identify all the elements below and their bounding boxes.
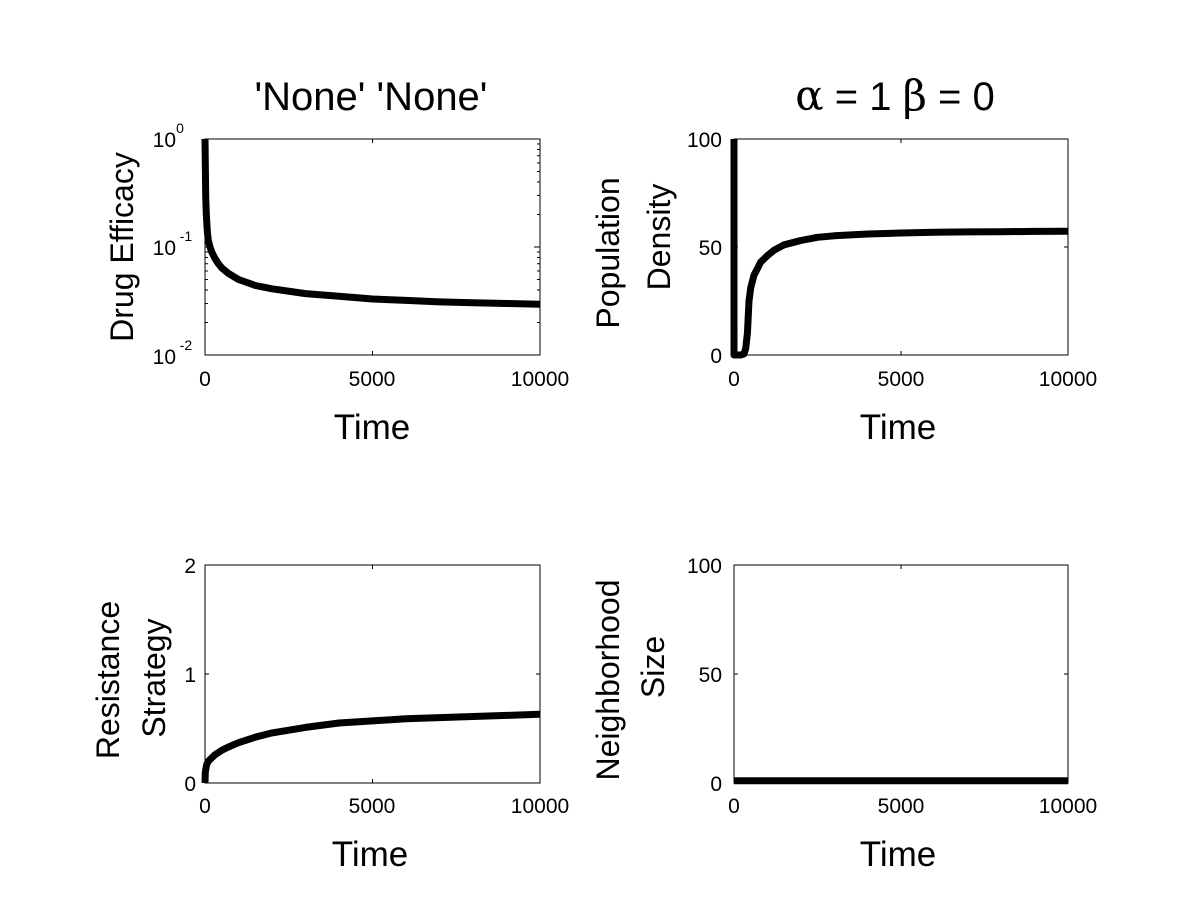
subplot-2-xtick-label: 5000	[878, 368, 925, 391]
subplot-resistance-strategy: 0 5000 10000 2 1 0 Time Resistance Strat…	[90, 555, 569, 874]
subplot-1-xlabel: Time	[334, 408, 410, 447]
subplot-3-ytick-label: 2	[184, 555, 196, 578]
subplot-2-ylabel-line-1: Population	[590, 177, 626, 328]
subplot-1-ytick-label: 10	[153, 237, 176, 260]
subplot-3-xtick-label: 0	[199, 795, 211, 818]
subplot-2-ytick-label: 50	[699, 237, 722, 260]
subplot-1-ytick-exponent: -2	[180, 337, 193, 353]
subplot-3-tick-marks	[204, 564, 541, 784]
subplot-2-xtick-label: 10000	[1039, 368, 1097, 391]
subplot-1-ytick-label: 10	[153, 346, 176, 369]
subplot-1-ytick-exponent: 0	[176, 120, 184, 136]
subplot-3-xtick-label: 10000	[511, 795, 569, 818]
subplot-4-axes-box	[733, 564, 1069, 784]
subplot-4-ytick-label: 50	[699, 664, 722, 687]
subplot-4-xtick-label: 10000	[1039, 795, 1097, 818]
subplot-4-ytick-label: 0	[710, 773, 722, 796]
subplot-3-ylabel-line-1: Resistance	[90, 601, 126, 759]
subplot-4-ytick-label: 100	[687, 555, 722, 578]
subplot-2-title: α = 1 β = 0	[795, 71, 994, 120]
subplot-4-xtick-label: 0	[728, 795, 740, 818]
subplot-1-xtick-label: 10000	[511, 368, 569, 391]
subplot-3-ytick-label: 1	[184, 664, 196, 687]
subplot-1-ylabel: Drug Efficacy	[104, 152, 140, 342]
subplot-2-ytick-label: 0	[710, 345, 722, 368]
subplot-1-series-line	[201, 138, 541, 308]
subplot-1-xtick-label: 0	[199, 368, 211, 391]
subplot-3-xtick-label: 5000	[349, 795, 396, 818]
subplot-1-ytick-label: 10	[153, 129, 176, 152]
subplot-2-ylabel-line-2: Density	[641, 184, 677, 291]
subplot-3-xlabel: Time	[332, 835, 408, 874]
subplot-1-ytick-exponent: -1	[180, 228, 193, 244]
subplot-3-ylabel-line-2: Strategy	[136, 618, 172, 737]
subplot-3-axes-box	[204, 564, 541, 784]
subplot-population-density: α = 1 β = 0 0 5000 10000 100 50 0 Time P…	[590, 71, 1097, 447]
subplot-neighborhood-size: 0 5000 10000 100 50 0 Time Neighborhood …	[590, 555, 1097, 874]
subplot-1-xtick-label: 5000	[349, 368, 396, 391]
subplot-4-ylabel-line-2: Size	[635, 636, 671, 698]
subplot-4-tick-marks	[733, 564, 1069, 784]
subplot-2-xlabel: Time	[860, 408, 936, 447]
subplot-2-series-line	[730, 139, 1069, 359]
subplot-4-xlabel: Time	[860, 835, 936, 874]
subplot-4-xtick-label: 5000	[878, 795, 925, 818]
subplot-4-ylabel-line-1: Neighborhood	[590, 579, 626, 780]
subplot-3-series-line	[201, 710, 541, 784]
subplot-drug-efficacy: 'None' 'None' 0 5000 10000 10 0 10 -1 10…	[104, 75, 569, 447]
subplot-1-tick-marks	[204, 138, 541, 356]
subplot-2-ytick-label: 100	[687, 129, 722, 152]
subplot-2-xtick-label: 0	[728, 368, 740, 391]
subplot-1-axes-box	[204, 138, 541, 356]
subplot-1-title: 'None' 'None'	[255, 75, 488, 119]
subplot-3-ytick-label: 0	[184, 773, 196, 796]
